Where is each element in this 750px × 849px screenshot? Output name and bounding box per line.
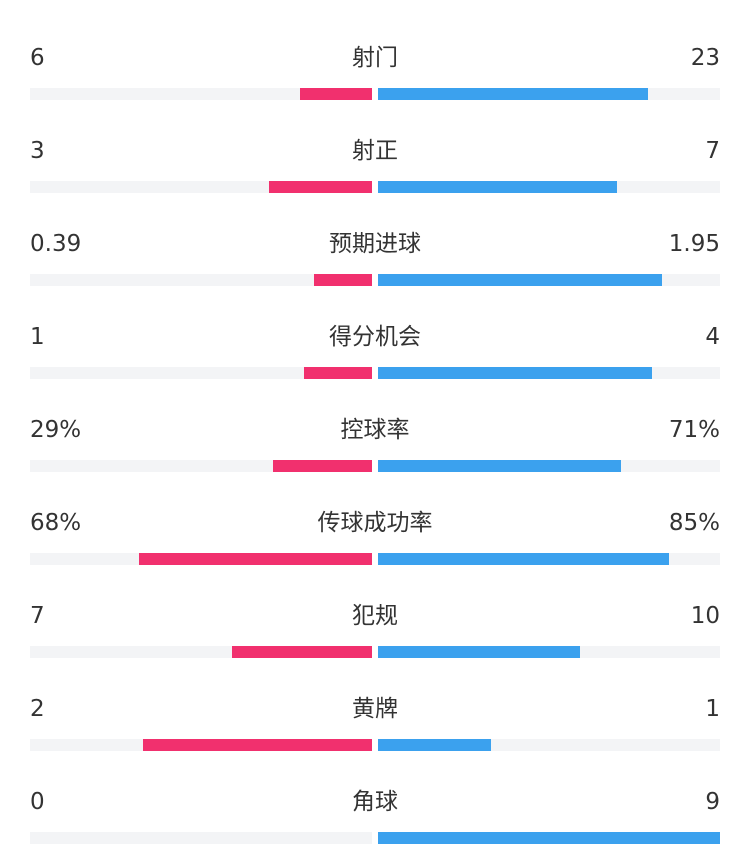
away-bar-track — [378, 646, 720, 658]
home-bar — [300, 88, 372, 100]
stat-label: 角球 — [352, 789, 398, 815]
home-value: 0 — [30, 789, 45, 815]
home-bar — [304, 367, 372, 379]
stat-row-pass-accuracy: 68% 传球成功率 85% — [0, 477, 750, 570]
home-value: 2 — [30, 696, 45, 722]
home-bar-track — [30, 274, 372, 286]
away-bar — [378, 646, 580, 658]
stat-row-possession: 29% 控球率 71% — [0, 384, 750, 477]
stat-label: 射门 — [352, 45, 398, 71]
stat-label: 犯规 — [352, 603, 398, 629]
away-bar-track — [378, 553, 720, 565]
stat-label: 控球率 — [340, 417, 410, 443]
home-value: 3 — [30, 138, 45, 164]
away-bar — [378, 553, 669, 565]
away-bar — [378, 832, 720, 844]
stat-row-shots-on-target: 3 射正 7 — [0, 105, 750, 198]
away-bar-track — [378, 460, 720, 472]
stat-label: 黄牌 — [352, 696, 398, 722]
stat-label: 射正 — [352, 138, 398, 164]
home-bar-track — [30, 739, 372, 751]
home-value: 1 — [30, 324, 45, 350]
away-bar — [378, 460, 621, 472]
stat-row-corners: 0 角球 9 — [0, 756, 750, 849]
home-bar — [269, 181, 372, 193]
stat-label: 预期进球 — [329, 231, 421, 257]
away-bar-track — [378, 832, 720, 844]
away-bar — [378, 739, 491, 751]
away-value: 7 — [705, 138, 720, 164]
away-bar-track — [378, 88, 720, 100]
home-value: 0.39 — [30, 231, 82, 257]
stat-label: 传球成功率 — [317, 510, 433, 536]
home-bar-track — [30, 181, 372, 193]
home-bar — [273, 460, 372, 472]
home-bar — [143, 739, 372, 751]
away-bar — [378, 274, 662, 286]
home-bar-track — [30, 832, 372, 844]
home-bar — [232, 646, 372, 658]
away-bar — [378, 88, 648, 100]
stat-row-expected-goals: 0.39 预期进球 1.95 — [0, 198, 750, 291]
home-value: 6 — [30, 45, 45, 71]
stat-label: 得分机会 — [329, 324, 421, 350]
stat-row-fouls: 7 犯规 10 — [0, 570, 750, 663]
home-value: 68% — [30, 510, 82, 536]
home-value: 7 — [30, 603, 45, 629]
home-bar — [139, 553, 372, 565]
away-bar — [378, 367, 652, 379]
home-bar-track — [30, 88, 372, 100]
away-value: 4 — [705, 324, 720, 350]
home-bar — [314, 274, 372, 286]
away-value: 9 — [705, 789, 720, 815]
away-bar-track — [378, 274, 720, 286]
away-bar-track — [378, 367, 720, 379]
away-bar — [378, 181, 617, 193]
away-value: 1 — [705, 696, 720, 722]
home-bar-track — [30, 367, 372, 379]
away-value: 1.95 — [668, 231, 720, 257]
away-value: 71% — [668, 417, 720, 443]
stat-row-shots: 6 射门 23 — [0, 12, 750, 105]
home-value: 29% — [30, 417, 82, 443]
stat-row-yellow-cards: 2 黄牌 1 — [0, 663, 750, 756]
away-value: 10 — [690, 603, 720, 629]
away-value: 23 — [690, 45, 720, 71]
away-bar-track — [378, 739, 720, 751]
away-value: 85% — [668, 510, 720, 536]
away-bar-track — [378, 181, 720, 193]
home-bar-track — [30, 553, 372, 565]
home-bar-track — [30, 646, 372, 658]
stat-row-big-chances: 1 得分机会 4 — [0, 291, 750, 384]
home-bar-track — [30, 460, 372, 472]
